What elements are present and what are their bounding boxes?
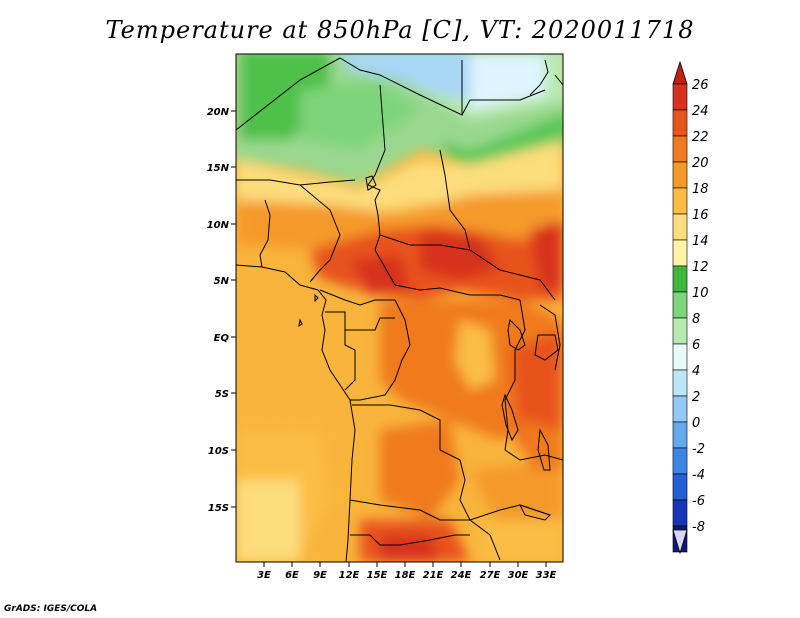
colorbar-label: -2	[692, 442, 705, 457]
colorbar-label: 8	[692, 312, 700, 327]
footer-credit: GrADS: IGES/COLA	[4, 604, 98, 614]
colorbar-label: 4	[692, 364, 700, 379]
map-frame	[235, 53, 564, 563]
lon-label: 24E	[451, 570, 472, 581]
lat-label: 10N	[207, 220, 230, 231]
lon-label: 3E	[257, 570, 271, 581]
colorbar-label: 0	[692, 416, 700, 431]
colorbar-label: 6	[692, 338, 700, 353]
map-title: Temperature at 850hPa [C], VT: 202001171…	[105, 16, 695, 44]
colorbar-segment	[672, 369, 688, 397]
lat-label: 15N	[207, 163, 230, 174]
colorbar-segment	[672, 395, 688, 423]
colorbar-segment	[672, 135, 688, 163]
colorbar-segment	[672, 83, 688, 111]
colorbar-segment	[672, 343, 688, 371]
lon-label: 18E	[395, 570, 416, 581]
lat-label: 5N	[214, 276, 230, 287]
country-borders	[236, 57, 563, 562]
colorbar-top-triangle	[672, 60, 688, 85]
temperature-field	[236, 54, 563, 562]
colorbar-segment	[672, 109, 688, 137]
lat-label: EQ	[214, 333, 230, 344]
colorbar-label: -6	[692, 494, 705, 509]
colorbar-segment	[672, 239, 688, 267]
lat-label: 20N	[207, 107, 230, 118]
lat-label: 10S	[208, 446, 229, 457]
lat-label: 5S	[215, 389, 229, 400]
colorbar-label: 2	[692, 390, 700, 405]
colorbar-segment	[672, 213, 688, 241]
colorbar-label: 16	[692, 208, 709, 223]
colorbar-segment	[672, 447, 688, 475]
colorbar-segment	[672, 291, 688, 319]
lon-label: 6E	[285, 570, 299, 581]
colorbar-segment	[672, 421, 688, 449]
lon-label: 30E	[508, 570, 529, 581]
colorbar-segment	[672, 187, 688, 215]
colorbar-label: 22	[692, 130, 709, 145]
lat-label: 15S	[208, 503, 229, 514]
colorbar-label: 10	[692, 286, 709, 301]
lon-label: 15E	[367, 570, 388, 581]
lon-label: 33E	[536, 570, 557, 581]
colorbar-label: 18	[692, 182, 709, 197]
colorbar-label: -8	[692, 520, 705, 535]
colorbar-segment	[672, 317, 688, 345]
colorbar-segment	[672, 161, 688, 189]
lon-label: 21E	[423, 570, 444, 581]
colorbar-label: 14	[692, 234, 709, 249]
lon-label: 9E	[313, 570, 327, 581]
lon-label: 27E	[480, 570, 501, 581]
latitude-axis: 20N 15N 10N 5N EQ 5S 10S 15S	[207, 107, 236, 514]
colorbar-segment	[672, 265, 688, 293]
colorbar-label: 26	[692, 78, 709, 93]
lon-label: 12E	[339, 570, 360, 581]
colorbar-label: -4	[692, 468, 705, 483]
longitude-axis: 3E 6E 9E 12E 15E 18E 21E 24E 27E 30E 33E	[257, 562, 557, 581]
colorbar-label: 24	[692, 104, 709, 119]
colorbar-segment	[672, 499, 688, 527]
colorbar-label: 12	[692, 260, 709, 275]
colorbar-bottom-triangle	[672, 529, 688, 555]
colorbar-label: 20	[692, 156, 709, 171]
colorbar-segment	[672, 473, 688, 501]
